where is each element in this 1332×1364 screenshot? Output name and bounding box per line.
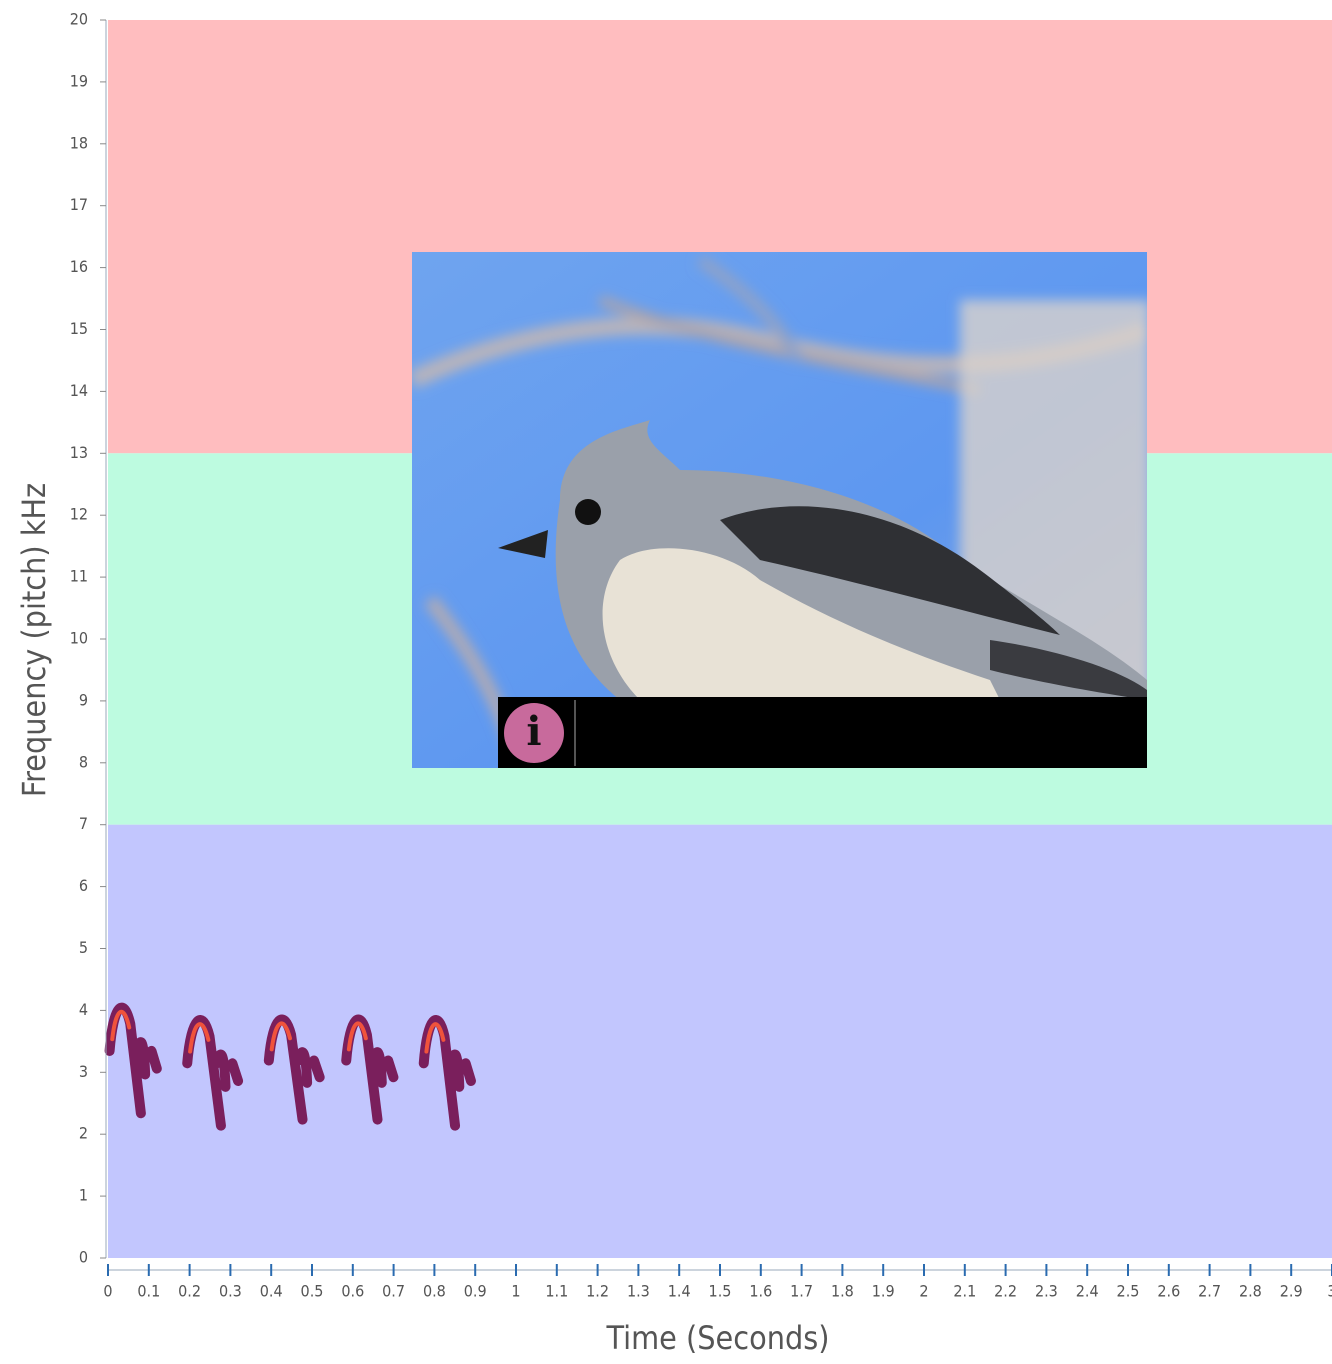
y-tick-label: 1 — [79, 1186, 88, 1205]
x-tick-label: 2.9 — [1280, 1282, 1303, 1301]
x-tick-label: 1.4 — [668, 1282, 691, 1301]
bird-belly — [602, 548, 1000, 700]
y-tick-label: 2 — [79, 1124, 88, 1143]
caption-bar — [498, 697, 1147, 768]
x-tick-label: 0 — [103, 1282, 112, 1301]
x-tick-label: 2.3 — [1035, 1282, 1058, 1301]
x-tick-label: 0.1 — [137, 1282, 160, 1301]
x-tick-label: 0.4 — [260, 1282, 283, 1301]
y-tick-label: 18 — [70, 133, 88, 152]
x-tick-label: 0.2 — [178, 1282, 201, 1301]
bird-tail — [990, 640, 1147, 700]
x-tick-label: 0.7 — [382, 1282, 405, 1301]
y-tick-label: 7 — [79, 814, 88, 833]
x-tick-label: 0.8 — [423, 1282, 446, 1301]
bird-beak — [498, 530, 548, 558]
x-tick-label: 0.5 — [301, 1282, 324, 1301]
bird-wing — [720, 506, 1060, 635]
info-icon — [504, 703, 564, 763]
photo-branches — [412, 255, 1147, 768]
y-tick-label: 11 — [70, 567, 88, 586]
x-tick-label: 1.1 — [545, 1282, 568, 1301]
y-tick-label: 15 — [70, 319, 88, 338]
y-tick-label: 8 — [79, 752, 88, 771]
y-tick-label: 5 — [79, 938, 88, 957]
syllable-core — [269, 1021, 292, 1052]
x-tick-label: 1.5 — [709, 1282, 732, 1301]
x-tick-label: 1.3 — [627, 1282, 650, 1301]
x-tick-label: 1.2 — [586, 1282, 609, 1301]
x-tick-label: 2.4 — [1076, 1282, 1099, 1301]
x-axis-title: Time (Seconds) — [606, 1319, 830, 1357]
y-axis-title: Frequency (pitch) kHz — [15, 483, 53, 797]
y-tick-label: 20 — [70, 10, 88, 29]
bird-eye — [575, 499, 601, 525]
x-tick-label: 0.6 — [341, 1282, 364, 1301]
y-tick-label: 16 — [70, 257, 88, 276]
syllable-core — [424, 1022, 446, 1054]
y-tick-label: 14 — [70, 381, 88, 400]
y-tick-label: 12 — [70, 505, 88, 524]
x-tick-label: 2.2 — [994, 1282, 1017, 1301]
y-tick-label: 13 — [70, 443, 88, 462]
y-tick-label: 19 — [70, 71, 88, 90]
marks — [104, 1002, 476, 1131]
syllable-core — [110, 1009, 132, 1042]
frequency-band — [108, 824, 1332, 1258]
x-tick-label: 0.3 — [219, 1282, 242, 1301]
x-tick-label: 2.7 — [1198, 1282, 1221, 1301]
syllable-core — [188, 1022, 211, 1054]
y-tick-label: 17 — [70, 195, 88, 214]
bird-photo: i — [412, 252, 1147, 768]
y-tick-label: 9 — [79, 690, 88, 709]
syllable-core — [346, 1021, 368, 1052]
x-tick-label: 1.9 — [872, 1282, 895, 1301]
y-tick-label: 4 — [79, 1000, 88, 1019]
y-tick-label: 3 — [79, 1062, 88, 1081]
y-tick-label: 0 — [79, 1248, 88, 1267]
x-tick-label: 3 — [1327, 1282, 1332, 1301]
x-tick-label: 1 — [511, 1282, 520, 1301]
x-tick-label: 2.8 — [1239, 1282, 1262, 1301]
x-tick-label: 0.9 — [464, 1282, 487, 1301]
x-tick-label: 2 — [919, 1282, 928, 1301]
x-tick-label: 2.5 — [1117, 1282, 1140, 1301]
x-tick-label: 1.8 — [831, 1282, 854, 1301]
x-tick-label: 1.6 — [749, 1282, 772, 1301]
y-tick-label: 10 — [70, 629, 88, 648]
x-tick-label: 2.1 — [953, 1282, 976, 1301]
y-tick-label: 6 — [79, 876, 88, 895]
x-tick-label: 2.6 — [1157, 1282, 1180, 1301]
info-icon-glyph: i — [526, 708, 541, 755]
x-tick-label: 1.7 — [790, 1282, 813, 1301]
